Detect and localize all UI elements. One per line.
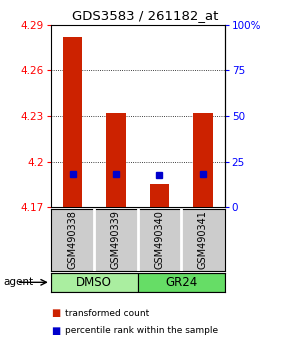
Text: GSM490338: GSM490338: [68, 210, 77, 269]
Text: percentile rank within the sample: percentile rank within the sample: [65, 326, 218, 336]
Text: GSM490341: GSM490341: [198, 210, 208, 269]
Bar: [193, 113, 213, 207]
Bar: [63, 37, 82, 207]
Bar: [138, 273, 225, 292]
Text: DMSO: DMSO: [76, 276, 112, 289]
Bar: [150, 184, 169, 207]
Text: ■: ■: [51, 326, 60, 336]
Text: GSM490340: GSM490340: [155, 210, 164, 269]
Text: agent: agent: [3, 277, 33, 287]
Bar: [106, 113, 126, 207]
Text: GR24: GR24: [165, 276, 197, 289]
Text: GSM490339: GSM490339: [111, 210, 121, 269]
Text: GDS3583 / 261182_at: GDS3583 / 261182_at: [72, 9, 218, 22]
Text: transformed count: transformed count: [65, 309, 150, 318]
Text: ■: ■: [51, 308, 60, 318]
Bar: [51, 273, 138, 292]
